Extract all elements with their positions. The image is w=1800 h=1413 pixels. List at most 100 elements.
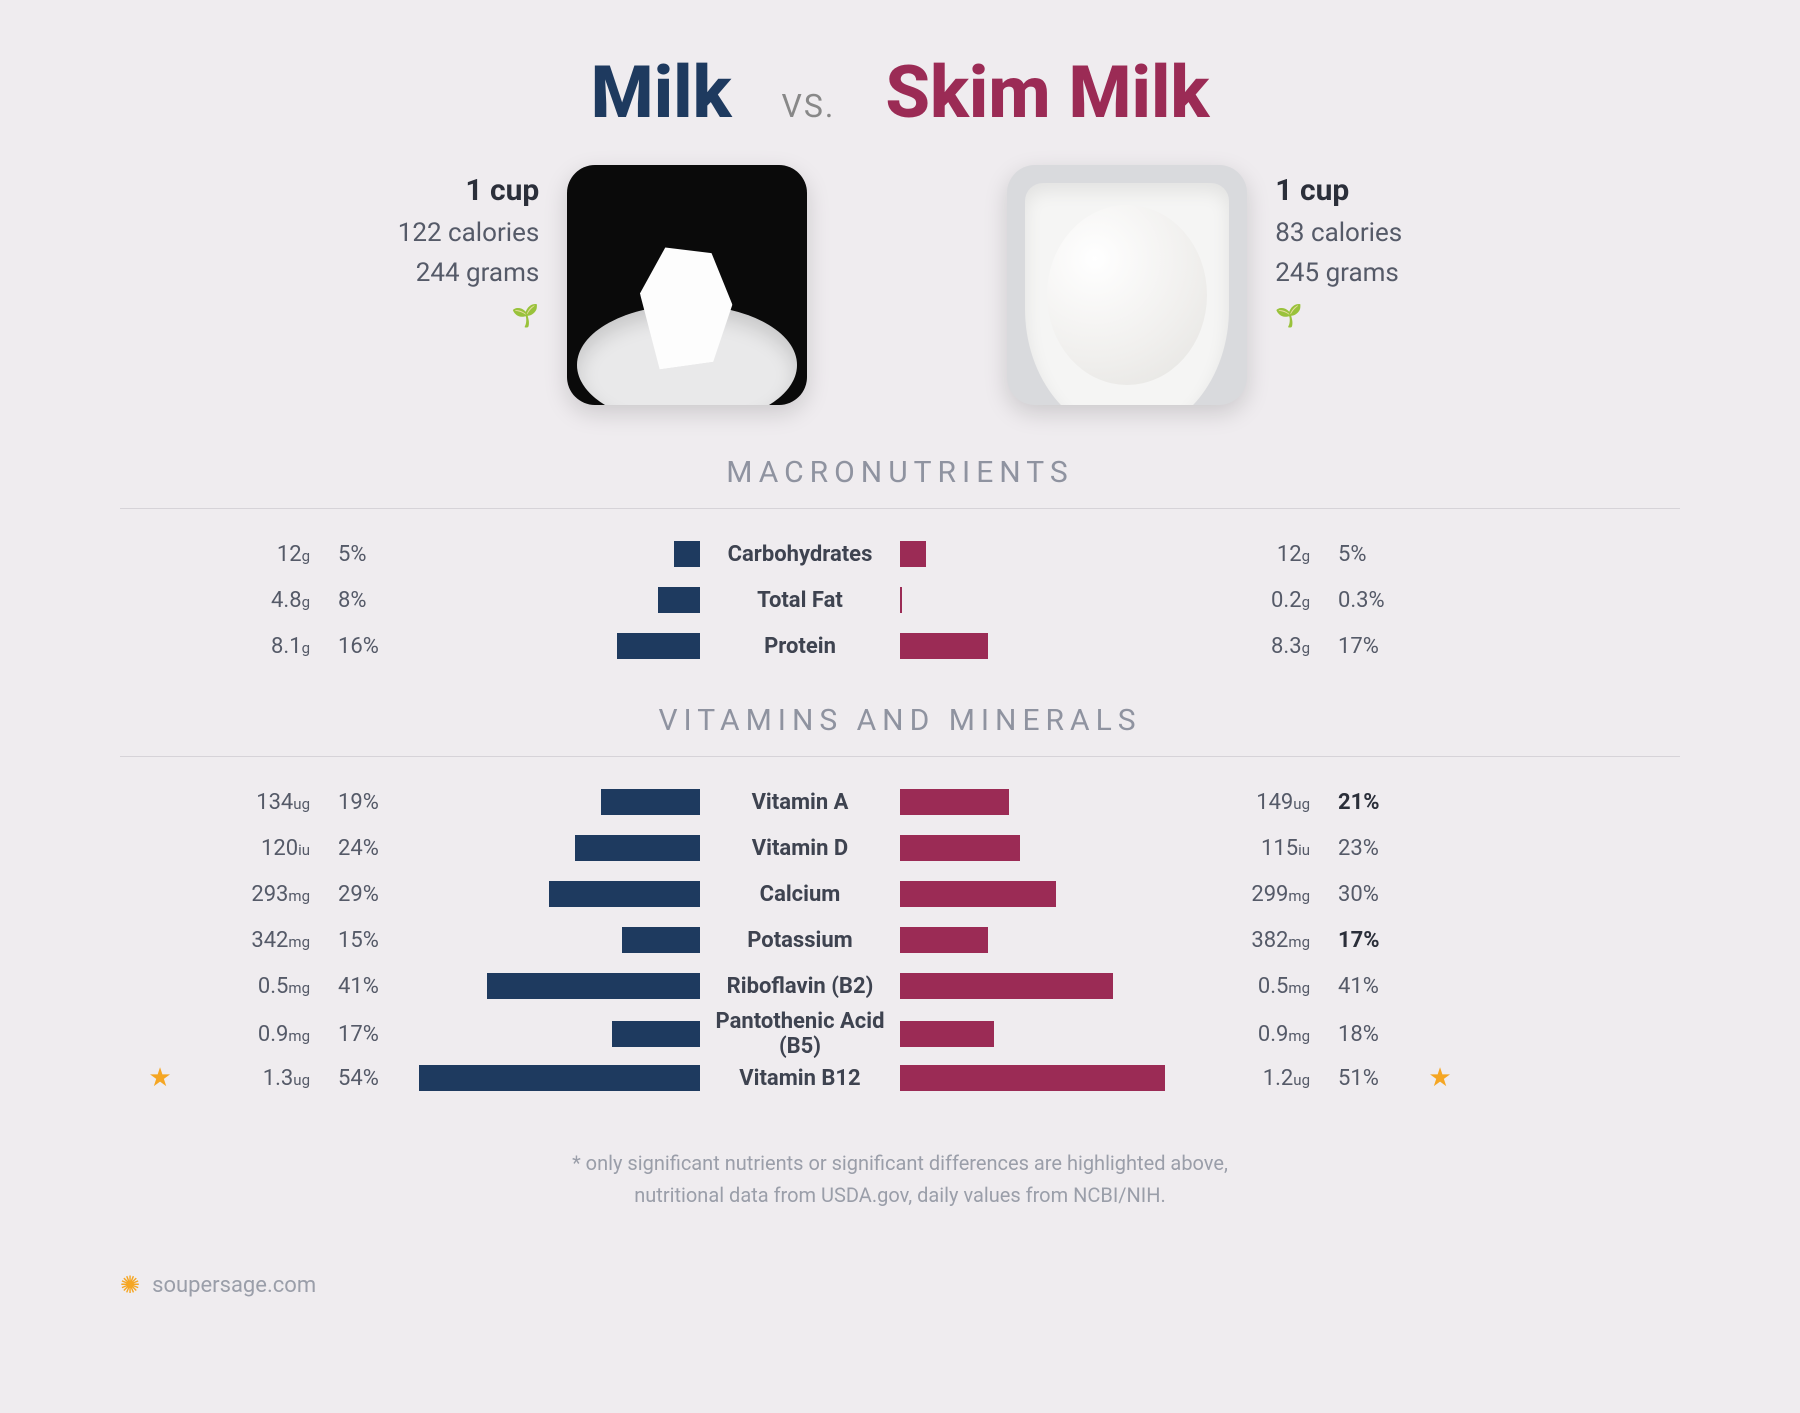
left-bar-track bbox=[400, 917, 700, 963]
left-bar-track bbox=[400, 871, 700, 917]
nutrient-label: Calcium bbox=[700, 882, 900, 907]
left-amount: 4.8g bbox=[200, 588, 310, 613]
right-percent: 17% bbox=[1310, 634, 1400, 659]
right-amount: 0.9mg bbox=[1200, 1022, 1310, 1047]
nutrient-row: 4.8g8%Total Fat0.2g0.3% bbox=[120, 577, 1680, 623]
left-bar bbox=[487, 973, 700, 999]
left-summary-text: 1 cup 122 calories 244 grams 🌱 bbox=[398, 165, 540, 329]
left-percent: 5% bbox=[310, 542, 400, 567]
right-percent: 17% bbox=[1310, 928, 1400, 953]
section-rule bbox=[120, 756, 1680, 757]
nutrient-label: Pantothenic Acid (B5) bbox=[700, 1009, 900, 1059]
vitamins-section-title: VITAMINS AND MINERALS bbox=[120, 703, 1680, 738]
nutrient-row: 342mg15%Potassium382mg17% bbox=[120, 917, 1680, 963]
nutrient-row: 0.9mg17%Pantothenic Acid (B5)0.9mg18% bbox=[120, 1009, 1680, 1055]
left-bar-track bbox=[400, 577, 700, 623]
left-title: Milk bbox=[591, 50, 732, 135]
nutrient-row: 293mg29%Calcium299mg30% bbox=[120, 871, 1680, 917]
right-bar-track bbox=[900, 963, 1200, 1009]
right-amount: 0.5mg bbox=[1200, 974, 1310, 999]
right-percent: 41% bbox=[1310, 974, 1400, 999]
right-bar-track bbox=[900, 623, 1200, 669]
left-food-image bbox=[567, 165, 807, 405]
sprout-icon: 🌱 bbox=[1275, 304, 1402, 329]
right-percent: 18% bbox=[1310, 1022, 1400, 1047]
nutrient-label: Vitamin D bbox=[700, 836, 900, 861]
left-percent: 15% bbox=[310, 928, 400, 953]
right-bar bbox=[900, 541, 926, 567]
footer: ✺ soupersage.com bbox=[120, 1271, 1680, 1299]
nutrient-label: Carbohydrates bbox=[700, 542, 900, 567]
right-bar bbox=[900, 789, 1009, 815]
right-bar-track bbox=[900, 1009, 1200, 1059]
right-bar bbox=[900, 633, 988, 659]
left-grams: 244 grams bbox=[398, 258, 540, 288]
left-percent: 19% bbox=[310, 790, 400, 815]
left-bar bbox=[419, 1065, 700, 1091]
site-name: soupersage.com bbox=[152, 1273, 316, 1298]
left-amount: 0.9mg bbox=[200, 1022, 310, 1047]
nutrient-row: 12g5%Carbohydrates12g5% bbox=[120, 531, 1680, 577]
left-summary: 1 cup 122 calories 244 grams 🌱 bbox=[398, 165, 808, 405]
star-cell-left: ★ bbox=[120, 1063, 200, 1093]
left-amount: 120iu bbox=[200, 836, 310, 861]
nutrient-label: Riboflavin (B2) bbox=[700, 974, 900, 999]
left-bar-track bbox=[400, 825, 700, 871]
right-amount: 1.2ug bbox=[1200, 1066, 1310, 1091]
left-bar bbox=[617, 633, 700, 659]
right-percent: 30% bbox=[1310, 882, 1400, 907]
left-bar bbox=[658, 587, 700, 613]
right-percent: 21% bbox=[1310, 790, 1400, 815]
nutrient-row: ★1.3ug54%Vitamin B121.2ug51%★ bbox=[120, 1055, 1680, 1101]
right-grams: 245 grams bbox=[1275, 258, 1402, 288]
left-bar-track bbox=[400, 779, 700, 825]
right-percent: 51% bbox=[1310, 1066, 1400, 1091]
right-bar bbox=[900, 1065, 1165, 1091]
macros-table: 12g5%Carbohydrates12g5%4.8g8%Total Fat0.… bbox=[120, 531, 1680, 669]
left-percent: 17% bbox=[310, 1022, 400, 1047]
right-bar bbox=[900, 973, 1113, 999]
right-bar-track bbox=[900, 577, 1200, 623]
footnote-line1: * only significant nutrients or signific… bbox=[120, 1147, 1680, 1179]
vitamins-table: 134ug19% Vitamin A 149ug21% 120iu24% Vitamin… bbox=[120, 779, 1680, 1101]
left-amount: 134ug bbox=[200, 790, 310, 815]
left-bar bbox=[612, 1021, 700, 1047]
sprout-icon: 🌱 bbox=[398, 304, 540, 329]
left-bar-track bbox=[400, 1009, 700, 1059]
right-bar bbox=[900, 587, 902, 613]
left-amount: 0.5mg bbox=[200, 974, 310, 999]
right-bar bbox=[900, 835, 1020, 861]
left-bar-track bbox=[400, 531, 700, 577]
vs-label: VS. bbox=[782, 87, 836, 125]
nutrient-label: Protein bbox=[700, 634, 900, 659]
right-bar bbox=[900, 881, 1056, 907]
right-calories: 83 calories bbox=[1275, 218, 1402, 248]
right-amount: 149ug bbox=[1200, 790, 1310, 815]
right-amount: 8.3g bbox=[1200, 634, 1310, 659]
right-title: Skim Milk bbox=[885, 50, 1209, 135]
right-summary: 1 cup 83 calories 245 grams 🌱 bbox=[1007, 165, 1402, 405]
nutrient-label: Potassium bbox=[700, 928, 900, 953]
left-bar bbox=[549, 881, 700, 907]
right-percent: 5% bbox=[1310, 542, 1400, 567]
star-cell-right: ★ bbox=[1400, 1063, 1480, 1093]
left-bar bbox=[622, 927, 700, 953]
right-bar bbox=[900, 927, 988, 953]
left-percent: 54% bbox=[310, 1066, 400, 1091]
summary-row: 1 cup 122 calories 244 grams 🌱 1 cup 83 … bbox=[120, 165, 1680, 405]
nutrient-row: 8.1g16%Protein8.3g17% bbox=[120, 623, 1680, 669]
left-percent: 24% bbox=[310, 836, 400, 861]
nutrient-row: 120iu24%Vitamin D115iu23% bbox=[120, 825, 1680, 871]
left-calories: 122 calories bbox=[398, 218, 540, 248]
right-percent: 0.3% bbox=[1310, 588, 1400, 613]
footnote-line2: nutritional data from USDA.gov, daily va… bbox=[120, 1179, 1680, 1211]
right-bar-track bbox=[900, 825, 1200, 871]
right-amount: 299mg bbox=[1200, 882, 1310, 907]
right-bar-track bbox=[900, 779, 1200, 825]
left-bar-track bbox=[400, 963, 700, 1009]
right-bar-track bbox=[900, 917, 1200, 963]
left-amount: 342mg bbox=[200, 928, 310, 953]
left-percent: 8% bbox=[310, 588, 400, 613]
left-bar-track bbox=[400, 1055, 700, 1101]
nutrient-label: Vitamin A bbox=[700, 790, 900, 815]
